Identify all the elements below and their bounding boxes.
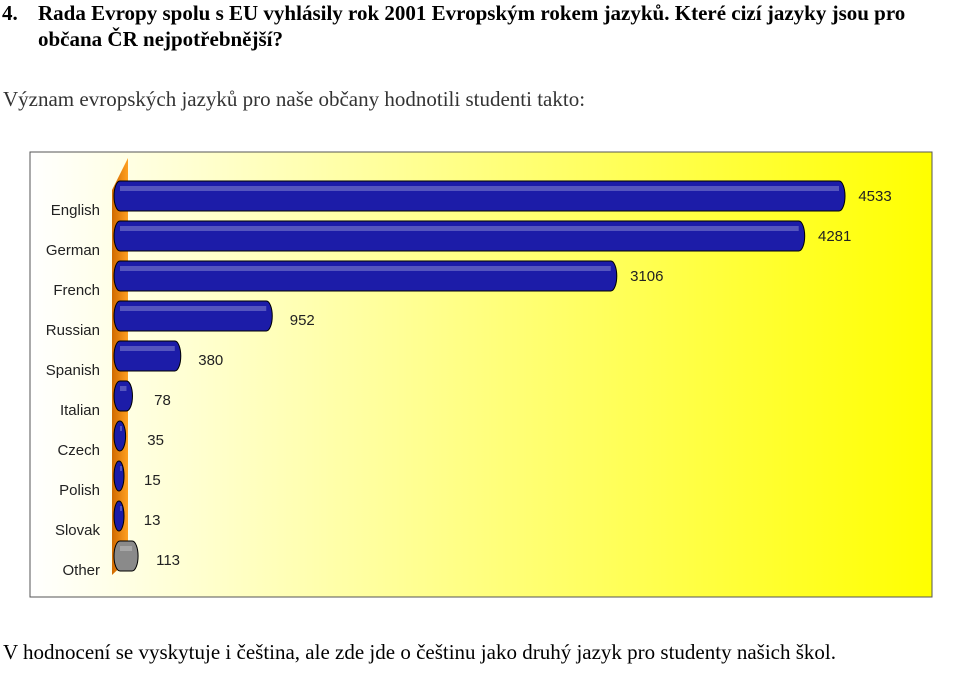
category-label: Italian	[60, 402, 100, 419]
category-label: Spanish	[46, 362, 100, 379]
category-label: Polish	[59, 482, 100, 499]
value-label: 78	[154, 392, 171, 409]
value-label: 3106	[630, 268, 663, 285]
bar	[113, 460, 125, 492]
bar	[113, 380, 133, 412]
category-label: Slovak	[55, 522, 101, 539]
bar	[113, 180, 846, 212]
value-label: 4281	[818, 228, 851, 245]
category-label: French	[53, 282, 100, 299]
bar-highlight	[120, 266, 611, 271]
category-label: German	[46, 242, 100, 259]
bar	[113, 300, 273, 332]
category-label: English	[51, 202, 100, 219]
intro: Význam evropských jazyků pro naše občany…	[3, 87, 586, 111]
value-label: 13	[144, 512, 161, 529]
bar-highlight	[120, 386, 127, 391]
footer: V hodnocení se vyskytuje i čeština, ale …	[3, 640, 836, 664]
bar	[113, 220, 806, 252]
bar	[113, 260, 618, 292]
bar-highlight	[120, 226, 799, 231]
bar-highlight	[120, 306, 267, 311]
value-label: 4533	[858, 188, 891, 205]
bar-highlight	[120, 506, 122, 511]
value-label: 15	[144, 472, 161, 489]
bar-highlight	[120, 426, 122, 431]
bar	[113, 340, 182, 372]
heading-text: Rada Evropy spolu s EU vyhlásily rok 200…	[38, 1, 906, 51]
category-label: Russian	[46, 322, 100, 339]
value-label: 35	[147, 432, 164, 449]
bar-highlight	[120, 546, 133, 551]
plot-area	[29, 151, 933, 598]
category-label: Czech	[57, 442, 100, 459]
heading-number: 4.	[2, 1, 18, 25]
value-label: 113	[156, 552, 180, 569]
value-label: 952	[290, 312, 315, 329]
bar-highlight	[120, 346, 175, 351]
bar	[113, 420, 127, 452]
category-label: Other	[62, 562, 100, 579]
bar-highlight	[120, 186, 839, 191]
bar	[113, 500, 125, 532]
bar-highlight	[120, 466, 122, 471]
bar	[113, 540, 139, 572]
value-label: 380	[198, 352, 223, 369]
